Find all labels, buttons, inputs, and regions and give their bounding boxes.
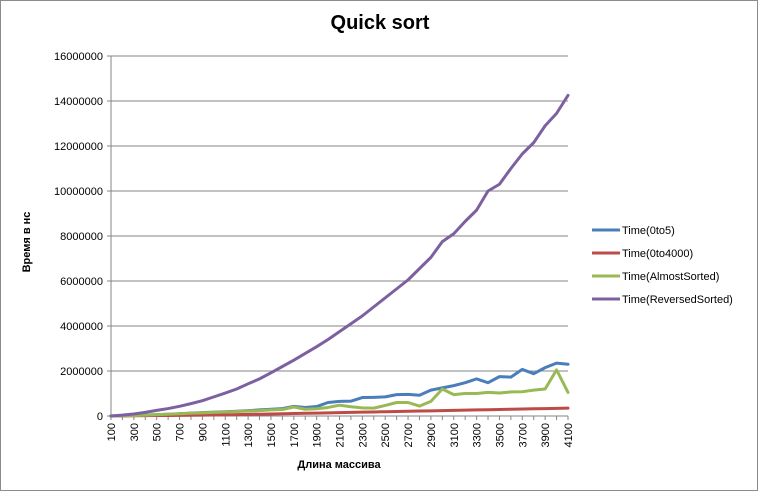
x-tick-label: 700 <box>175 423 187 441</box>
x-tick-label: 3900 <box>540 423 552 447</box>
y-tick-label: 2000000 <box>60 366 103 378</box>
y-tick-label: 10000000 <box>54 186 103 198</box>
axes <box>110 56 569 420</box>
series-line-1 <box>109 406 570 418</box>
x-tick-label: 2100 <box>335 423 347 447</box>
chart-title: Quick sort <box>330 12 430 34</box>
x-tick-labels: 100 300 500 700 900 1100 1300 1500 1700 1900 2100 2… <box>106 423 575 447</box>
y-tick-label: 12000000 <box>54 141 103 153</box>
series-line-3 <box>109 93 570 418</box>
y-tick-label: 16000000 <box>54 51 103 63</box>
x-tick-label: 2900 <box>426 423 438 447</box>
x-tick-label: 500 <box>152 423 164 441</box>
x-tick-label: 1900 <box>312 423 324 447</box>
x-tick-label: 300 <box>129 423 141 441</box>
x-tick-label: 1500 <box>266 423 278 447</box>
y-tick-labels: 0 2000000 4000000 6000000 8000000 10000000 120… <box>54 51 103 423</box>
y-axis-label: Время в нс <box>21 212 33 273</box>
x-tick-label: 900 <box>197 423 209 441</box>
legend: Time(0to5) Time(0to4000) Time(AlmostSorted… <box>592 225 733 306</box>
x-tick-label: 3300 <box>472 423 484 447</box>
legend-label-1: Time(0to4000) <box>622 248 693 260</box>
y-tick-label: 6000000 <box>60 276 103 288</box>
x-tick-label: 3700 <box>517 423 529 447</box>
y-tick-label: 4000000 <box>60 321 103 333</box>
series-line-2 <box>109 368 570 418</box>
y-tick-label: 14000000 <box>54 96 103 108</box>
x-tick-label: 3100 <box>449 423 461 447</box>
x-tick-label: 100 <box>106 423 118 441</box>
x-axis-label: Длина массива <box>297 459 381 471</box>
legend-label-2: Time(AlmostSorted) <box>622 271 719 283</box>
x-tick-label: 3500 <box>494 423 506 447</box>
legend-label-3: Time(ReversedSorted) <box>622 294 733 306</box>
x-tick-label: 1100 <box>220 423 232 447</box>
gridlines <box>107 55 568 417</box>
legend-label-0: Time(0to5) <box>622 225 675 237</box>
x-tick-label: 2300 <box>357 423 369 447</box>
y-tick-label: 8000000 <box>60 231 103 243</box>
x-tick-label: 1300 <box>243 423 255 447</box>
x-tick-label: 2700 <box>403 423 415 447</box>
x-tick-label: 4100 <box>563 423 575 447</box>
series-lines <box>109 93 570 418</box>
x-tick-label: 2500 <box>380 423 392 447</box>
x-tick-label: 1700 <box>289 423 301 447</box>
y-tick-label: 0 <box>97 411 103 423</box>
